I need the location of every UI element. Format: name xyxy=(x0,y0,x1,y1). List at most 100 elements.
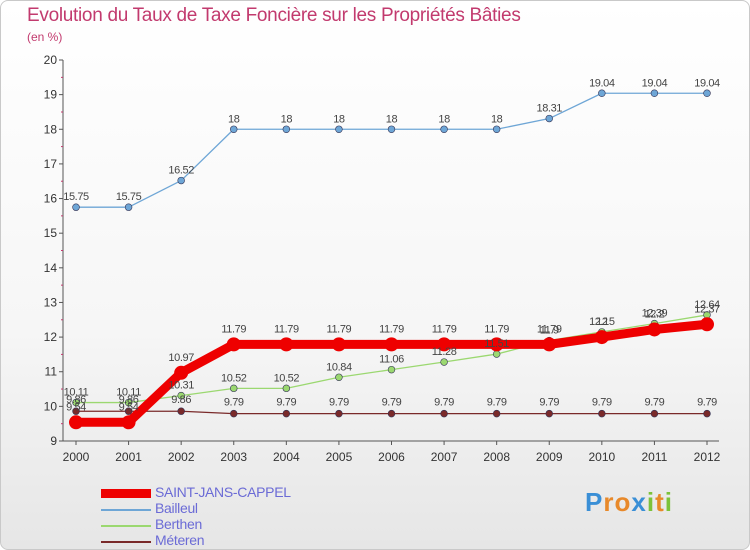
data-label: 10.84 xyxy=(326,361,352,373)
data-point xyxy=(177,407,185,415)
data-label: 10.52 xyxy=(274,372,300,384)
data-label: 10.11 xyxy=(64,387,89,399)
data-label: 12.15 xyxy=(589,316,615,328)
data-label: 9.79 xyxy=(224,397,244,409)
data-label: 11.28 xyxy=(432,346,457,358)
data-label: 9.86 xyxy=(119,394,139,406)
data-point xyxy=(598,89,606,97)
data-label: 9.54 xyxy=(66,401,86,413)
logo-letter: t xyxy=(655,487,665,517)
data-label: 9.79 xyxy=(382,397,402,409)
logo-letter: o xyxy=(614,487,632,517)
data-point xyxy=(440,409,448,418)
y-tick-label: 11 xyxy=(45,365,58,379)
data-point xyxy=(331,337,346,352)
data-label: 9.79 xyxy=(434,397,454,409)
legend-label: Bailleul xyxy=(155,500,198,516)
data-label: 11.79 xyxy=(327,323,352,335)
x-tick-label: 2006 xyxy=(378,450,405,464)
logo-letter: i xyxy=(646,487,656,517)
data-point xyxy=(282,125,291,133)
data-point xyxy=(226,337,241,352)
x-tick-label: 2007 xyxy=(431,450,458,464)
data-label: 11.9 xyxy=(540,325,559,337)
legend-swatch xyxy=(101,489,151,498)
data-point xyxy=(650,409,659,418)
data-point xyxy=(177,176,185,185)
data-point xyxy=(650,89,659,97)
y-tick-label: 18 xyxy=(44,122,58,136)
data-point xyxy=(282,384,291,393)
legend-swatch xyxy=(101,509,151,511)
x-tick-label: 2010 xyxy=(588,450,615,464)
data-point xyxy=(121,415,136,430)
data-point xyxy=(542,337,557,352)
data-point xyxy=(703,89,711,97)
data-point xyxy=(279,337,294,352)
logo-letter: P xyxy=(585,487,604,517)
data-label: 15.75 xyxy=(116,191,142,203)
x-tick-label: 2004 xyxy=(273,450,300,464)
legend-swatch xyxy=(101,541,151,543)
data-point xyxy=(387,409,396,418)
y-tick-label: 16 xyxy=(44,192,58,206)
data-label: 11.79 xyxy=(274,323,299,335)
data-point xyxy=(335,409,343,418)
data-point xyxy=(174,365,189,380)
data-point xyxy=(598,409,606,418)
x-tick-label: 2001 xyxy=(115,450,142,464)
data-point xyxy=(387,365,396,374)
data-point xyxy=(387,125,396,133)
data-label: 11.06 xyxy=(379,354,404,366)
data-point xyxy=(124,398,133,407)
data-label: 10.97 xyxy=(168,352,194,364)
data-point xyxy=(594,330,609,345)
data-point xyxy=(72,398,80,407)
data-point xyxy=(69,415,83,430)
data-label: 11.51 xyxy=(484,338,509,350)
chart-subtitle: (en %) xyxy=(27,30,63,44)
x-tick-label: 2000 xyxy=(63,450,90,464)
data-point xyxy=(230,409,238,418)
data-label: 18 xyxy=(438,113,450,125)
data-label: 9.54 xyxy=(119,401,139,413)
data-point xyxy=(492,409,501,418)
data-label: 19.04 xyxy=(694,77,720,89)
data-label: 11.79 xyxy=(537,323,562,335)
data-point xyxy=(72,203,80,211)
data-point xyxy=(440,358,448,366)
data-point xyxy=(384,337,399,352)
data-label: 9.79 xyxy=(592,397,612,409)
data-label: 11.79 xyxy=(484,323,509,335)
logo-letter: r xyxy=(603,487,615,517)
data-label: 12.39 xyxy=(642,308,668,320)
data-label: 10.31 xyxy=(168,380,194,392)
data-point xyxy=(647,322,662,337)
x-tick-label: 2012 xyxy=(694,450,721,464)
data-point xyxy=(700,317,714,332)
data-label: 9.79 xyxy=(329,397,349,409)
data-label: 19.04 xyxy=(642,77,668,89)
x-tick-label: 2003 xyxy=(220,450,247,464)
data-label: 18 xyxy=(386,113,398,125)
y-tick-label: 20 xyxy=(44,53,58,67)
legend-label: Méteren xyxy=(155,532,205,548)
data-point xyxy=(489,337,504,352)
data-point xyxy=(230,384,238,393)
proxiti-logo: Proxiti xyxy=(585,487,673,518)
data-label: 10.11 xyxy=(116,387,141,399)
data-label: 11.79 xyxy=(379,323,404,335)
data-label: 12 xyxy=(596,316,608,328)
logo-letter: x xyxy=(631,487,647,517)
data-label: 12.64 xyxy=(694,299,720,311)
legend-label: Berthen xyxy=(155,516,202,532)
data-point xyxy=(437,337,452,352)
y-tick-label: 17 xyxy=(44,157,58,171)
chart-title: Evolution du Taux de Taxe Foncière sur l… xyxy=(27,5,521,26)
data-point xyxy=(124,203,133,211)
data-point xyxy=(177,391,185,400)
data-label: 11.79 xyxy=(432,323,457,335)
data-point xyxy=(492,350,501,358)
data-label: 18 xyxy=(333,113,345,125)
